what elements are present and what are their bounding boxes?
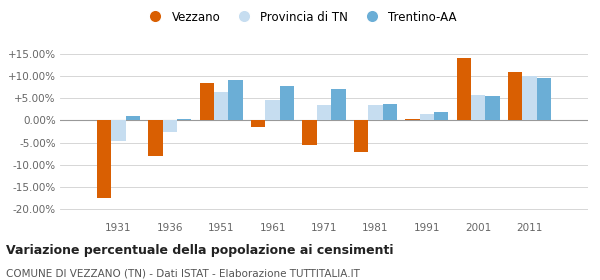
Bar [522,76,536,120]
Bar [317,105,331,120]
Bar [280,86,294,120]
Bar [383,104,397,120]
Bar [331,89,346,120]
Bar [126,116,140,120]
Bar [214,92,229,120]
Bar [457,58,471,120]
Bar [97,120,112,198]
Bar [536,78,551,120]
Bar [112,120,126,141]
Text: Variazione percentuale della popolazione ai censimenti: Variazione percentuale della popolazione… [6,244,394,256]
Bar [508,73,522,120]
Text: COMUNE DI VEZZANO (TN) - Dati ISTAT - Elaborazione TUTTITALIA.IT: COMUNE DI VEZZANO (TN) - Dati ISTAT - El… [6,269,360,279]
Bar [471,95,485,120]
Bar [405,119,419,120]
Bar [419,114,434,120]
Bar [302,120,317,145]
Bar [251,120,265,127]
Bar [368,105,383,120]
Bar [148,120,163,156]
Bar [354,120,368,152]
Bar [200,83,214,120]
Bar [163,120,177,132]
Bar [229,80,243,120]
Bar [265,101,280,120]
Bar [485,96,500,120]
Bar [177,119,191,120]
Bar [434,111,448,120]
Legend: Vezzano, Provincia di TN, Trentino-AA: Vezzano, Provincia di TN, Trentino-AA [139,6,461,28]
